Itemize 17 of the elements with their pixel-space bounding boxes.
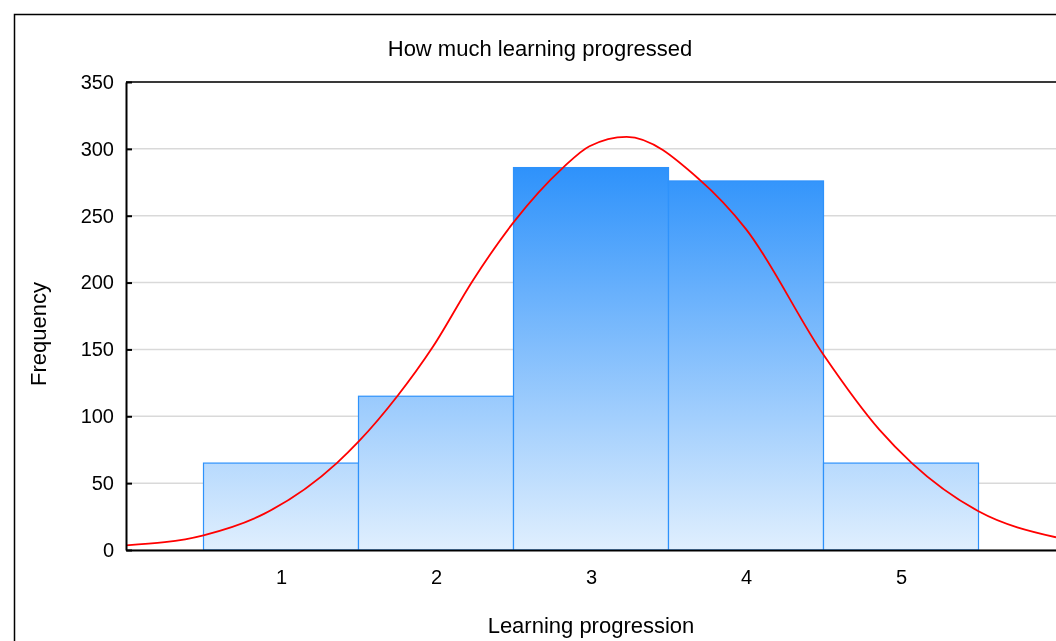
x-axis-title: Learning progression [487, 613, 695, 638]
y-tick-label: 250 [80, 204, 114, 227]
y-tick-label: 0 [102, 538, 114, 561]
line-series [125, 135, 1056, 547]
y-tick-label: 300 [80, 137, 114, 160]
y-tick-label: 200 [80, 271, 114, 294]
x-tick-label: 2 [430, 566, 443, 589]
x-tick-label: 3 [585, 566, 598, 589]
x-tick-label: 5 [895, 566, 908, 589]
x-tick-label: 1 [275, 566, 288, 589]
y-axis-title: Frequency [26, 282, 51, 386]
x-tick-label: 4 [740, 566, 753, 589]
y-tick-label: 150 [80, 338, 114, 361]
y-tick-label: 50 [91, 472, 114, 495]
y-tick-label: 100 [80, 405, 114, 428]
chart-title: How much learning progressed [387, 36, 693, 61]
y-tick-label: 350 [80, 70, 114, 93]
